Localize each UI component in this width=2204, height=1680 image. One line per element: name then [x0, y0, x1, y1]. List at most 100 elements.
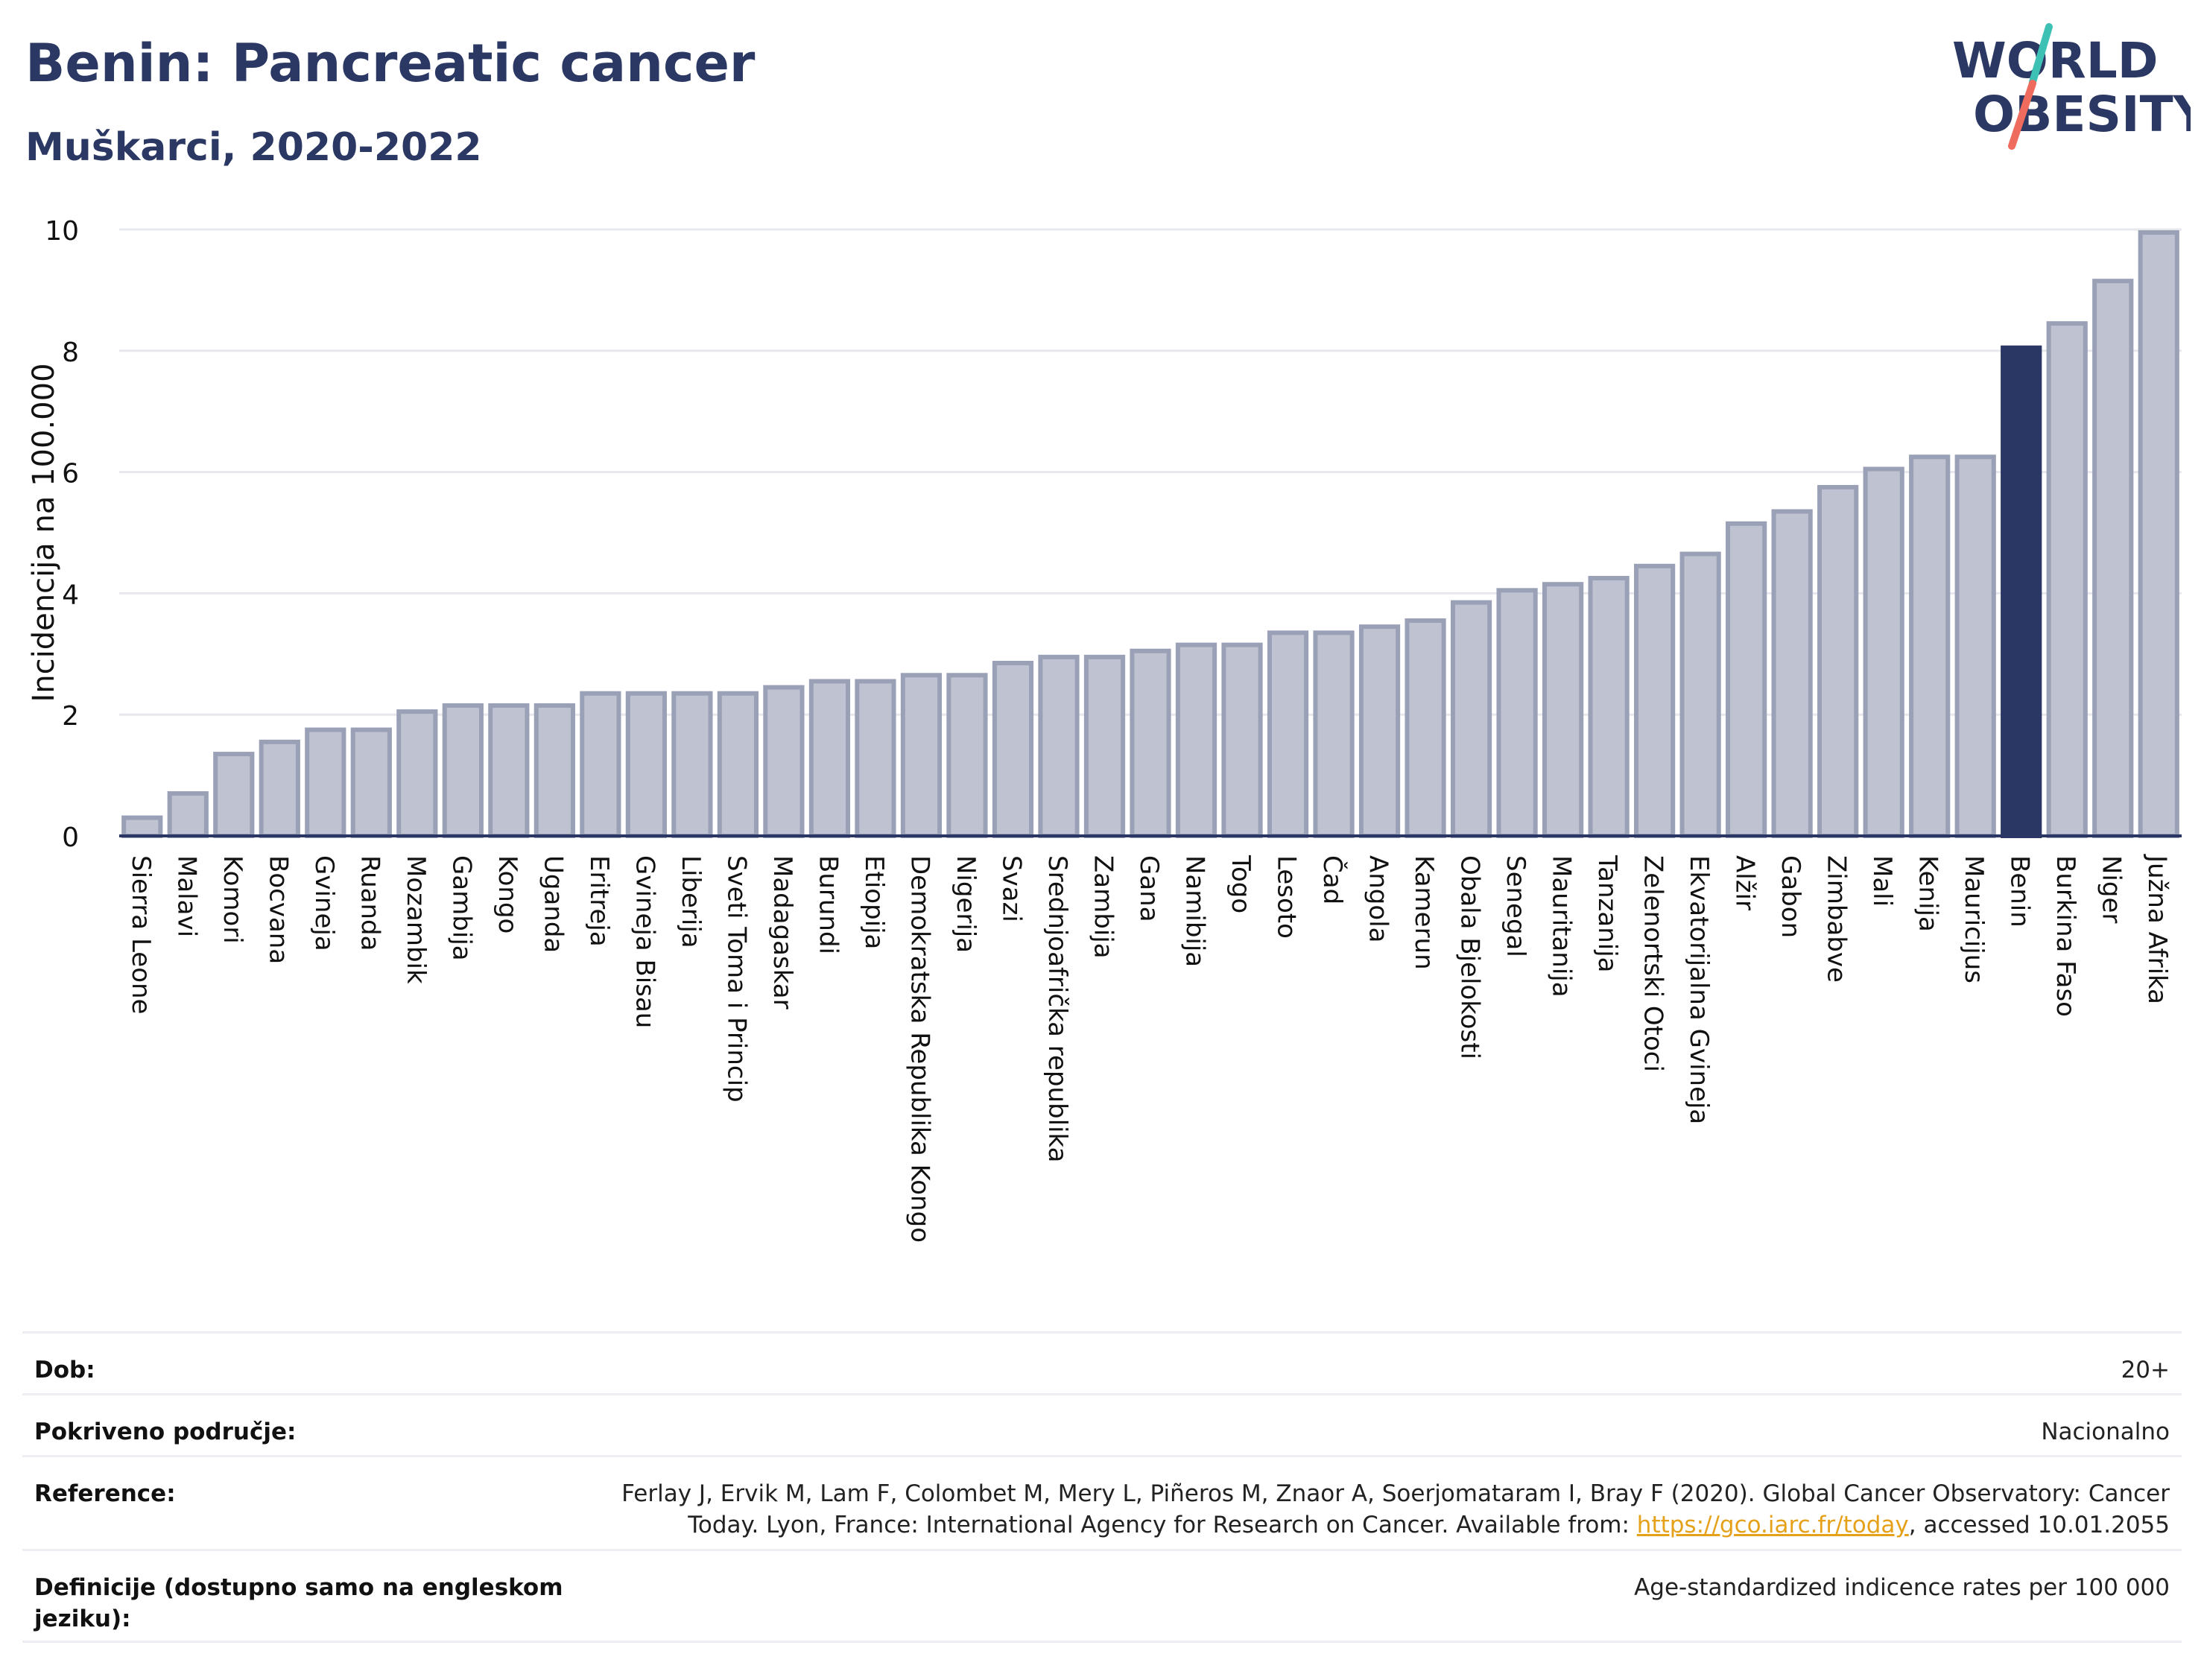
- footer-row-coverage: Pokriveno područje: Nacionalno: [22, 1393, 2182, 1455]
- reference-line-2-post: , accessed 10.01.2055: [1908, 1512, 2170, 1538]
- bar: [213, 752, 255, 838]
- x-tick-label: Malavi: [171, 855, 201, 937]
- x-tick-label: Kamerun: [1409, 855, 1439, 970]
- bar: [1083, 654, 1126, 838]
- footer-row-definitions: Definicije (dostupno samo na engleskom j…: [22, 1549, 2182, 1643]
- bar: [1634, 563, 1676, 839]
- bar: [900, 673, 943, 838]
- x-tick-label: Nigerija: [951, 855, 981, 953]
- x-tick-label: Čad: [1317, 855, 1348, 904]
- footer-row-age: Dob: 20+: [22, 1331, 2182, 1393]
- x-tick-label: Mauritanija: [1547, 855, 1577, 998]
- y-tick-label: 6: [62, 459, 79, 489]
- bar: [1817, 484, 1859, 838]
- bar: [1221, 642, 1263, 839]
- x-tick-label: Uganda: [538, 855, 568, 953]
- footer-row-reference: Reference: Ferlay J, Ervik M, Lam F, Col…: [22, 1455, 2182, 1549]
- bar: [946, 673, 988, 838]
- y-tick-label: 0: [62, 822, 79, 853]
- x-tick-label: Liberija: [676, 855, 706, 948]
- x-tick-label: Namibija: [1180, 855, 1210, 967]
- x-tick-label: Gambija: [446, 855, 476, 961]
- x-tick-label: Srednjoafrička republika: [1042, 855, 1072, 1162]
- x-tick-label: Južna Afrika: [2142, 854, 2172, 1004]
- x-tick-label: Senegal: [1501, 855, 1530, 957]
- x-tick-label: Gana: [1134, 855, 1164, 922]
- bar: [350, 727, 392, 838]
- bar: [167, 791, 209, 839]
- x-tick-label: Demokratska Republika Kongo: [905, 855, 934, 1243]
- logo-slash-coral: [2008, 80, 2036, 150]
- chart-subtitle: Muškarci, 2020-2022: [25, 125, 482, 170]
- x-tick-label: Burkina Faso: [2051, 855, 2080, 1017]
- bar: [763, 685, 805, 838]
- metadata-table: Dob: 20+ Pokriveno područje: Nacionalno …: [22, 1331, 2182, 1643]
- reference-link[interactable]: https://gco.iarc.fr/today: [1636, 1512, 1909, 1538]
- x-tick-label: Zimbabve: [1822, 855, 1852, 983]
- bar: [259, 739, 300, 839]
- x-tick-label: Ekvatorijalna Gvineja: [1684, 855, 1714, 1124]
- x-tick-label: Burundi: [813, 855, 843, 954]
- bar: [808, 679, 851, 838]
- footer-value-definitions: Age-standardized indicence rates per 100…: [1634, 1574, 2170, 1601]
- footer-label-definitions: Definicije (dostupno samo na engleskom j…: [34, 1574, 563, 1632]
- x-tick-label: Sveti Toma i Princip: [721, 855, 751, 1103]
- bar: [1130, 648, 1171, 838]
- bar: [717, 691, 759, 839]
- bar: [671, 691, 713, 839]
- x-tick-label: Mali: [1867, 855, 1897, 907]
- y-tick-label: 8: [62, 337, 79, 368]
- bar: [2092, 279, 2134, 838]
- logo-text-world: WORLD: [1952, 32, 2159, 89]
- bar: [121, 815, 163, 838]
- footer-value-coverage: Nacionalno: [2041, 1419, 2170, 1445]
- bar: [1679, 551, 1721, 838]
- bar: [1588, 576, 1630, 838]
- reference-line-2-pre: Today. Lyon, France: International Agenc…: [688, 1512, 1637, 1538]
- bar: [2138, 230, 2179, 838]
- bar: [1313, 630, 1355, 838]
- x-tick-label: Togo: [1226, 855, 1255, 913]
- world-obesity-logo: WORLD OBESITY: [1952, 23, 2191, 150]
- y-axis-label: Incidencija na 100.000: [27, 363, 61, 702]
- x-tick-label: Gvineja Bisau: [630, 855, 659, 1028]
- footer-label-coverage: Pokriveno područje:: [34, 1419, 297, 1445]
- footer-label-reference: Reference:: [34, 1480, 176, 1507]
- x-tick-label: Etiopija: [859, 855, 889, 949]
- x-tick-label: Alžir: [1730, 855, 1760, 910]
- bar: [533, 703, 575, 838]
- bar: [1267, 630, 1309, 838]
- x-tick-label: Lesoto: [1272, 855, 1302, 939]
- x-tick-label: Zambija: [1088, 855, 1118, 959]
- x-tick-label: Sierra Leone: [126, 855, 156, 1014]
- footer-label-age: Dob:: [34, 1357, 95, 1383]
- logo-text-obesity: OBESITY: [1973, 86, 2191, 143]
- bar: [1358, 624, 1401, 838]
- x-tick-label: Tanzanija: [1592, 855, 1622, 972]
- x-tick-label: Komori: [218, 855, 247, 944]
- bar: [1909, 454, 1951, 838]
- x-tick-label: Ruanda: [355, 855, 384, 951]
- bar: [1954, 454, 1996, 838]
- bar-chart: 0 2 4 6 8 10 Incidencija na 100.000 Sierra Leon…: [27, 216, 2182, 1243]
- bar: [1863, 466, 1904, 839]
- x-tick-label: Gvineja: [309, 855, 339, 951]
- bar: [1496, 588, 1538, 839]
- bar: [855, 679, 896, 838]
- bar: [1038, 654, 1080, 838]
- x-tick-label: Madagaskar: [767, 855, 797, 1009]
- x-tick-label: Mauricijus: [1959, 855, 1989, 983]
- x-tick-label: Obala Bjelokosti: [1455, 855, 1485, 1059]
- reference-line-1: Ferlay J, Ervik M, Lam F, Colombet M, Me…: [621, 1480, 2170, 1507]
- bar: [488, 703, 530, 838]
- bar: [305, 727, 346, 838]
- x-tick-label: Zelenortski Otoci: [1638, 855, 1668, 1072]
- y-tick-label: 2: [62, 701, 79, 732]
- x-tick-label: Benin: [2005, 855, 2035, 928]
- x-tick-label: Kenija: [1913, 855, 1943, 932]
- bar: [396, 709, 438, 838]
- x-tick-label: Svazi: [996, 855, 1026, 922]
- x-tick-label: Mozambik: [401, 855, 431, 984]
- y-tick-label: 10: [45, 216, 79, 247]
- y-tick-label: 4: [62, 580, 79, 610]
